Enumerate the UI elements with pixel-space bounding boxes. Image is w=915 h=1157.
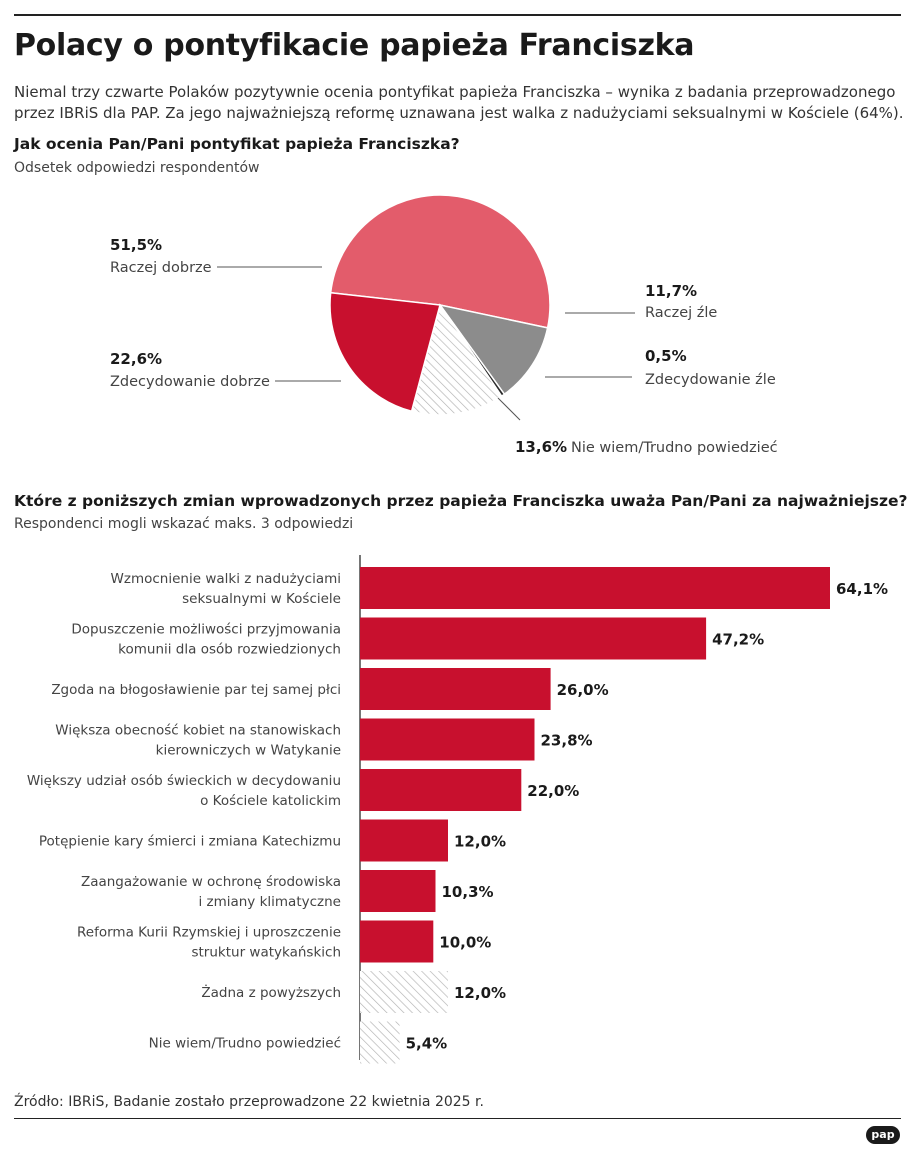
bar-category-label: Potępienie kary śmierci i zmiana Katechi… bbox=[39, 834, 341, 850]
bar-value-label: 10,0% bbox=[439, 934, 491, 952]
top-rule bbox=[14, 14, 901, 16]
bar-value-label: 26,0% bbox=[557, 681, 609, 699]
pie-slice bbox=[329, 194, 551, 329]
bar bbox=[360, 1021, 400, 1064]
pie-slice bbox=[329, 291, 441, 413]
bar-category-label: i zmiany klimatyczne bbox=[198, 894, 341, 910]
bar-category-label: komunii dla osób rozwiedzionych bbox=[118, 642, 341, 658]
bar bbox=[360, 870, 436, 912]
pie-value-label: 13,6% bbox=[515, 438, 567, 456]
pie-question-title: Jak ocenia Pan/Pani pontyfikat papieża F… bbox=[14, 135, 460, 153]
bar bbox=[360, 971, 448, 1013]
bar bbox=[360, 718, 535, 761]
pie-leader-line bbox=[497, 397, 521, 421]
pie-value-label: 51,5% bbox=[110, 236, 162, 254]
pie-category-label: Nie wiem/Trudno powiedzieć bbox=[571, 440, 778, 456]
bar-category-label: Dopuszczenie możliwości przyjmowania bbox=[71, 622, 341, 638]
bar-category-label: struktur watykańskich bbox=[191, 945, 341, 961]
bar bbox=[360, 819, 448, 862]
bar-category-label: Zaangażowanie w ochronę środowiska bbox=[81, 874, 341, 890]
bar bbox=[360, 567, 830, 609]
bar-category-label: Zgoda na błogosławienie par tej samej pł… bbox=[51, 682, 341, 698]
bar-value-label: 5,4% bbox=[406, 1035, 448, 1053]
bar-category-label: Większy udział osób świeckich w decydowa… bbox=[27, 773, 341, 789]
pie-chart: 51,5% Raczej dobrze 11,7% Raczej źle 0,5% Zde… bbox=[110, 194, 778, 456]
pie-value-label: 11,7% bbox=[645, 282, 697, 300]
bar-category-label: Nie wiem/Trudno powiedzieć bbox=[149, 1036, 341, 1052]
bar-subtitle: Respondenci mogli wskazać maks. 3 odpowi… bbox=[14, 516, 354, 532]
bar bbox=[360, 920, 434, 963]
bar-chart: 64,1% Wzmocnienie walki z nadużyciami seks… bbox=[27, 555, 888, 1064]
bar-category-label: seksualnymi w Kościele bbox=[182, 591, 341, 607]
bar-value-label: 22,0% bbox=[527, 782, 579, 800]
pie-category-label: Zdecydowanie źle bbox=[645, 372, 776, 388]
source-note: Źródło: IBRiS, Badanie zostało przeprowa… bbox=[14, 1094, 484, 1110]
pap-logo: pap bbox=[866, 1126, 900, 1144]
pie-category-label: Zdecydowanie dobrze bbox=[110, 374, 270, 390]
page-title: Polacy o pontyfikacie papieża Franciszka bbox=[14, 28, 695, 63]
bar-question-title: Które z poniższych zmian wprowadzonych p… bbox=[14, 492, 908, 510]
bar-value-label: 23,8% bbox=[541, 732, 593, 750]
bar-value-label: 10,3% bbox=[442, 883, 494, 901]
bar-value-label: 47,2% bbox=[712, 631, 764, 649]
pie-subtitle: Odsetek odpowiedzi respondentów bbox=[14, 160, 260, 176]
bar-category-label: Wzmocnienie walki z nadużyciami bbox=[111, 571, 341, 587]
bar bbox=[360, 617, 707, 660]
bar-value-label: 12,0% bbox=[454, 984, 506, 1002]
bar-category-label: kierowniczych w Watykanie bbox=[156, 743, 341, 759]
bar-category-label: Reforma Kurii Rzymskiej i uproszczenie bbox=[77, 925, 341, 941]
pie-category-label: Raczej źle bbox=[645, 305, 717, 321]
pie-value-label: 0,5% bbox=[645, 347, 687, 365]
bar-value-label: 64,1% bbox=[836, 580, 888, 598]
bar-category-label: Większa obecność kobiet na stanowiskach bbox=[55, 723, 341, 739]
pie-slice bbox=[438, 303, 549, 396]
bar bbox=[360, 769, 522, 811]
bottom-rule bbox=[14, 1118, 901, 1119]
lead-paragraph: Niemal trzy czwarte Polaków pozytywnie o… bbox=[14, 83, 904, 122]
bar-value-label: 12,0% bbox=[454, 833, 506, 851]
bar bbox=[360, 668, 551, 710]
pie-value-label: 22,6% bbox=[110, 350, 162, 368]
bar-category-label: o Kościele katolickim bbox=[200, 793, 341, 809]
bar-category-label: Żadna z powyższych bbox=[201, 983, 341, 1001]
pie-category-label: Raczej dobrze bbox=[110, 260, 212, 276]
